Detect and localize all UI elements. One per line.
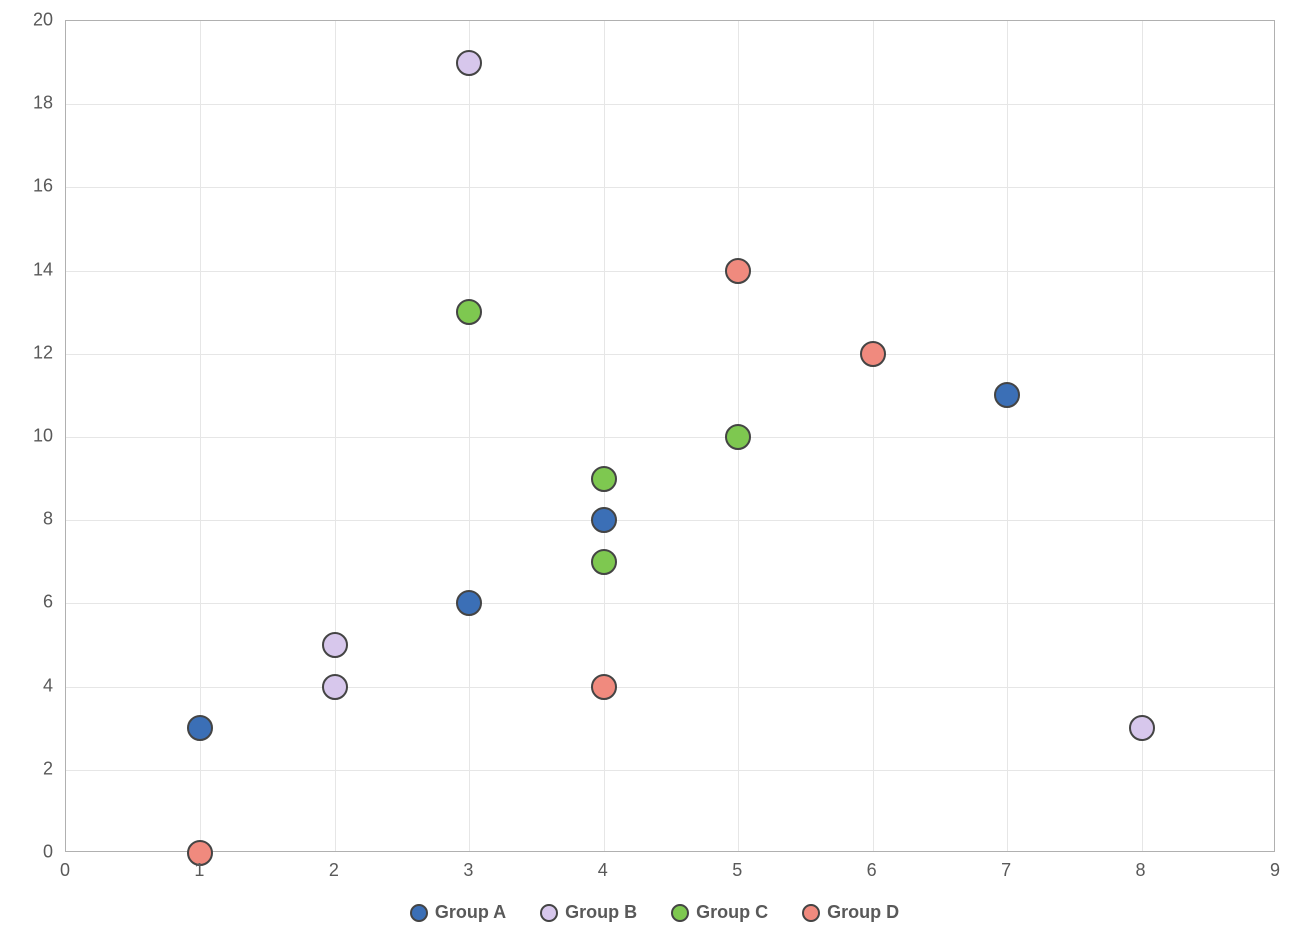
x-tick-label: 3 <box>463 860 473 881</box>
gridline-horizontal <box>66 437 1274 438</box>
y-tick-label: 14 <box>0 259 53 280</box>
data-point <box>456 590 482 616</box>
gridline-horizontal <box>66 354 1274 355</box>
legend-marker-icon <box>671 904 689 922</box>
legend-item: Group D <box>802 902 899 923</box>
data-point <box>456 299 482 325</box>
gridline-horizontal <box>66 271 1274 272</box>
plot-area <box>65 20 1275 852</box>
y-tick-label: 4 <box>0 675 53 696</box>
legend-label: Group C <box>696 902 768 923</box>
data-point <box>322 674 348 700</box>
scatter-chart: 012345678902468101214161820Group AGroup … <box>0 0 1309 946</box>
data-point <box>591 549 617 575</box>
data-point <box>591 674 617 700</box>
data-point <box>456 50 482 76</box>
gridline-horizontal <box>66 687 1274 688</box>
legend-label: Group D <box>827 902 899 923</box>
data-point <box>187 715 213 741</box>
x-tick-label: 4 <box>598 860 608 881</box>
data-point <box>860 341 886 367</box>
y-tick-label: 0 <box>0 842 53 863</box>
data-point <box>994 382 1020 408</box>
legend-label: Group B <box>565 902 637 923</box>
gridline-vertical <box>469 21 470 851</box>
data-point <box>725 258 751 284</box>
data-point <box>725 424 751 450</box>
y-tick-label: 16 <box>0 176 53 197</box>
legend-marker-icon <box>540 904 558 922</box>
x-tick-label: 7 <box>1001 860 1011 881</box>
legend-item: Group A <box>410 902 506 923</box>
data-point <box>1129 715 1155 741</box>
legend-item: Group B <box>540 902 637 923</box>
y-tick-label: 18 <box>0 93 53 114</box>
x-tick-label: 2 <box>329 860 339 881</box>
legend-marker-icon <box>802 904 820 922</box>
x-tick-label: 9 <box>1270 860 1280 881</box>
legend: Group A Group B Group C Group D <box>0 902 1309 923</box>
gridline-vertical <box>335 21 336 851</box>
gridline-horizontal <box>66 520 1274 521</box>
y-tick-label: 8 <box>0 509 53 530</box>
y-tick-label: 12 <box>0 342 53 363</box>
x-tick-label: 6 <box>867 860 877 881</box>
x-tick-label: 0 <box>60 860 70 881</box>
y-tick-label: 20 <box>0 10 53 31</box>
legend-marker-icon <box>410 904 428 922</box>
gridline-horizontal <box>66 104 1274 105</box>
x-tick-label: 8 <box>1136 860 1146 881</box>
y-tick-label: 2 <box>0 758 53 779</box>
y-tick-label: 6 <box>0 592 53 613</box>
gridline-horizontal <box>66 187 1274 188</box>
y-tick-label: 10 <box>0 426 53 447</box>
data-point <box>591 507 617 533</box>
x-tick-label: 5 <box>732 860 742 881</box>
gridline-horizontal <box>66 770 1274 771</box>
gridline-vertical <box>1007 21 1008 851</box>
data-point <box>591 466 617 492</box>
gridline-vertical <box>604 21 605 851</box>
x-tick-label: 1 <box>194 860 204 881</box>
legend-item: Group C <box>671 902 768 923</box>
data-point <box>322 632 348 658</box>
legend-label: Group A <box>435 902 506 923</box>
gridline-horizontal <box>66 603 1274 604</box>
gridline-vertical <box>873 21 874 851</box>
